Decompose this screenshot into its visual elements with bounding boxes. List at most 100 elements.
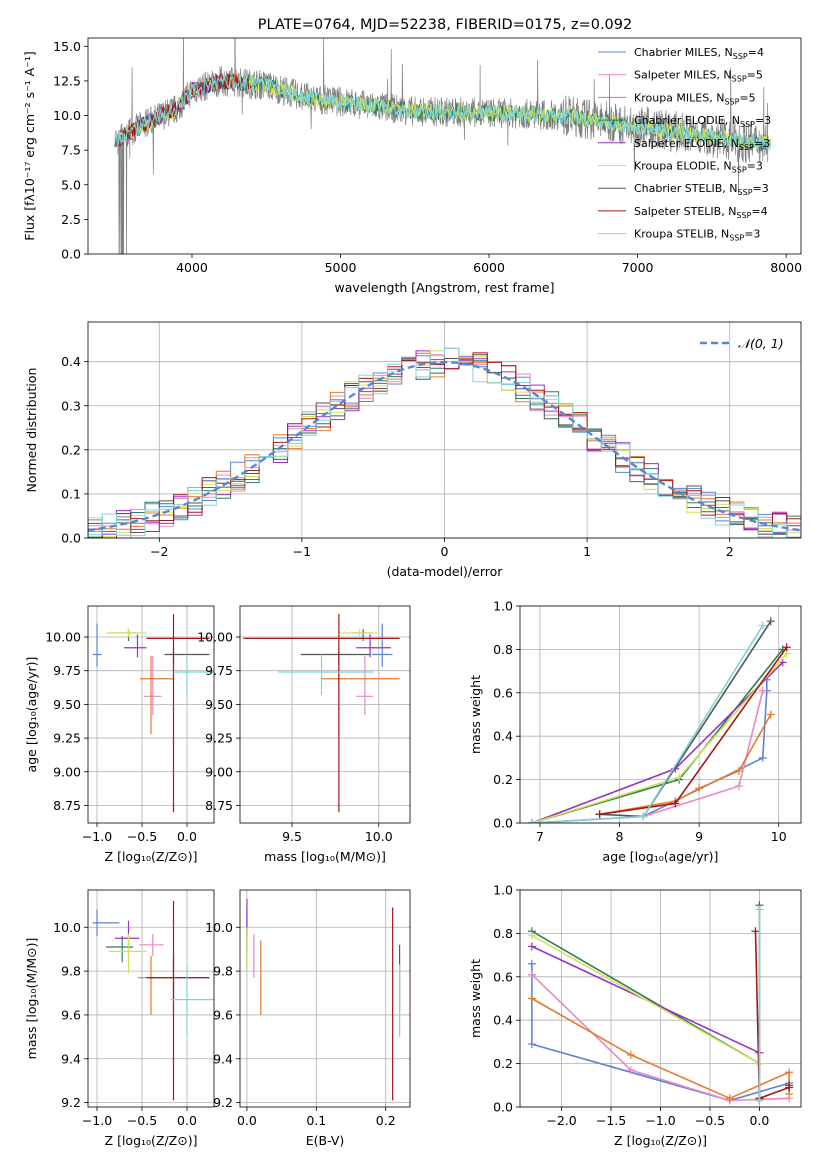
mass-weight-series-line xyxy=(754,931,790,1100)
error-bar-point xyxy=(146,900,210,1101)
axes-frame xyxy=(87,37,802,255)
y-tick-label: 9.6 xyxy=(61,1007,81,1022)
legend-entry-0: Chabrier MILES, NSSP=4 xyxy=(634,46,764,61)
mass-weight-marker xyxy=(766,710,775,719)
y-tick-label: 0.0 xyxy=(493,816,513,831)
y-tick-label: 0.2 xyxy=(61,442,81,457)
y-axis-label: Flux [fλ10⁻¹⁷ erg cm⁻² s⁻¹ A⁻¹] xyxy=(22,51,37,240)
y-tick-label: 10.00 xyxy=(45,630,81,645)
y-tick-label: 9.8 xyxy=(61,964,81,979)
legend-entry-1: Salpeter MILES, NSSP=5 xyxy=(634,69,763,84)
mass-weight-series-line xyxy=(531,679,768,823)
mass_weight_vs_age-plot-area xyxy=(527,617,791,823)
mass_weight_vs_Z-panel: −2.0 −1.5 −1.0 −0.5 0.0 0.0 0.2 0.4 0.6 0.8 1.0 Z [… xyxy=(468,883,802,1148)
error-bar-point xyxy=(139,933,164,956)
y-tick-label: 0.2 xyxy=(493,772,513,787)
y-tick-label: 1.0 xyxy=(493,599,513,614)
y-axis-label: mass [log₁₀(M/M⊙)] xyxy=(24,938,39,1060)
mass-weight-marker xyxy=(751,927,760,936)
mass-weight-series-line xyxy=(531,934,760,1065)
axes-frame xyxy=(87,321,802,539)
y-tick-label: 9.75 xyxy=(205,663,233,678)
legend-label: Salpeter MILES, N xyxy=(634,69,732,82)
mass_weight_vs_age-panel: 7 8 9 10 0.0 0.2 0.4 0.6 0.8 1.0 age [log₁₀(age/yr… xyxy=(468,599,802,864)
y-tick-label: 10.0 xyxy=(53,108,81,123)
mass_vs_Z-panel: −1.0 −0.5 0.0 9.2 9.4 9.6 9.8 10.0 Z [log₁₀(Z/Z⊙… xyxy=(24,889,215,1148)
legend-entry-6: Chabrier STELIB, NSSP=3 xyxy=(634,182,769,197)
y-tick-label: 0.4 xyxy=(61,354,81,369)
y-tick-label: 9.4 xyxy=(61,1051,81,1066)
mass-weight-series-line xyxy=(531,625,764,823)
y-axis-label: age [log₁₀(age/yr)] xyxy=(24,657,39,773)
y-tick-label: 0.4 xyxy=(493,1013,513,1028)
y-axis-label: mass weight xyxy=(468,675,483,754)
y-tick-label: 9.00 xyxy=(53,764,81,779)
error-bar-point xyxy=(146,614,210,813)
mass-weight-marker xyxy=(639,812,648,821)
y-tick-label: 9.25 xyxy=(205,731,233,746)
x-tick-label: 7 xyxy=(536,829,544,844)
x-tick-label: 9 xyxy=(695,829,703,844)
x-tick-label: −1.0 xyxy=(82,1113,112,1128)
y-tick-label: 9.2 xyxy=(61,1095,81,1110)
error-bar-point xyxy=(143,655,162,716)
x-tick-label: −0.5 xyxy=(127,829,157,844)
legend-label: Kroupa STELIB, N xyxy=(634,228,729,241)
y-tick-label: 9.4 xyxy=(213,1051,233,1066)
model-spectrum-line xyxy=(114,72,772,151)
y-tick-label: 0.0 xyxy=(493,1100,513,1115)
x-axis-label: (data-model)/error xyxy=(387,564,504,579)
mass-weight-series-line xyxy=(599,646,788,816)
legend-subscript: SSP xyxy=(724,97,739,106)
mass-weight-marker xyxy=(527,942,536,951)
mass-weight-marker xyxy=(626,1066,635,1075)
x-tick-label: 9.5 xyxy=(282,829,302,844)
y-tick-label: 0.4 xyxy=(493,729,513,744)
error-bar-point xyxy=(124,634,147,658)
legend-suffix: =3 xyxy=(753,182,769,195)
mass-weight-marker xyxy=(755,905,764,914)
mass-weight-marker xyxy=(527,931,536,940)
error-bar-point xyxy=(351,628,372,642)
error-bar-point xyxy=(92,909,120,937)
legend-label: Kroupa ELODIE, N xyxy=(634,160,732,173)
legend-suffix: =5 xyxy=(747,69,763,82)
legend-suffix: =3 xyxy=(747,160,763,173)
y-tick-label: 2.5 xyxy=(61,212,81,227)
mass-weight-marker xyxy=(758,686,767,695)
y-tick-label: 9.25 xyxy=(53,731,81,746)
x-tick-label: 10.0 xyxy=(365,829,393,844)
y-tick-label: 8.75 xyxy=(53,798,81,813)
y-axis-label: mass weight xyxy=(468,959,483,1038)
mass-weight-marker xyxy=(527,1040,536,1049)
x-tick-label: −1 xyxy=(293,544,311,559)
legend-subscript: SSP xyxy=(738,188,753,197)
y-tick-label: 9.2 xyxy=(213,1095,233,1110)
error-bar-point xyxy=(106,628,147,637)
legend-subscript: SSP xyxy=(732,166,747,175)
mass-weight-marker xyxy=(766,617,775,626)
error-bar-point xyxy=(300,647,371,664)
error-bar-point xyxy=(92,623,102,667)
legend-label: Chabrier MILES, N xyxy=(634,46,733,59)
mass-weight-marker xyxy=(527,819,536,823)
legend-suffix: =4 xyxy=(748,46,764,59)
legend-entry-2: Kroupa MILES, NSSP=5 xyxy=(634,91,756,106)
legend-entry-normal: 𝒩(0, 1) xyxy=(738,336,784,351)
error-bar-point xyxy=(356,655,374,716)
error-bar-point xyxy=(278,654,374,695)
y-tick-label: 15.0 xyxy=(53,39,81,54)
legend-suffix: =4 xyxy=(751,205,767,218)
mass-weight-marker xyxy=(734,766,743,775)
mass-weight-marker xyxy=(595,810,604,819)
y-tick-label: 9.75 xyxy=(53,663,81,678)
y-tick-label: 9.50 xyxy=(205,697,233,712)
mass-weight-marker xyxy=(734,782,743,791)
mass-weight-marker xyxy=(527,959,536,968)
spectrum-plot-area xyxy=(114,38,772,254)
legend-label: Kroupa MILES, N xyxy=(634,91,724,104)
residuals-plot-area xyxy=(88,347,801,538)
mass-weight-marker xyxy=(695,784,704,793)
legend-subscript: SSP xyxy=(729,234,744,243)
